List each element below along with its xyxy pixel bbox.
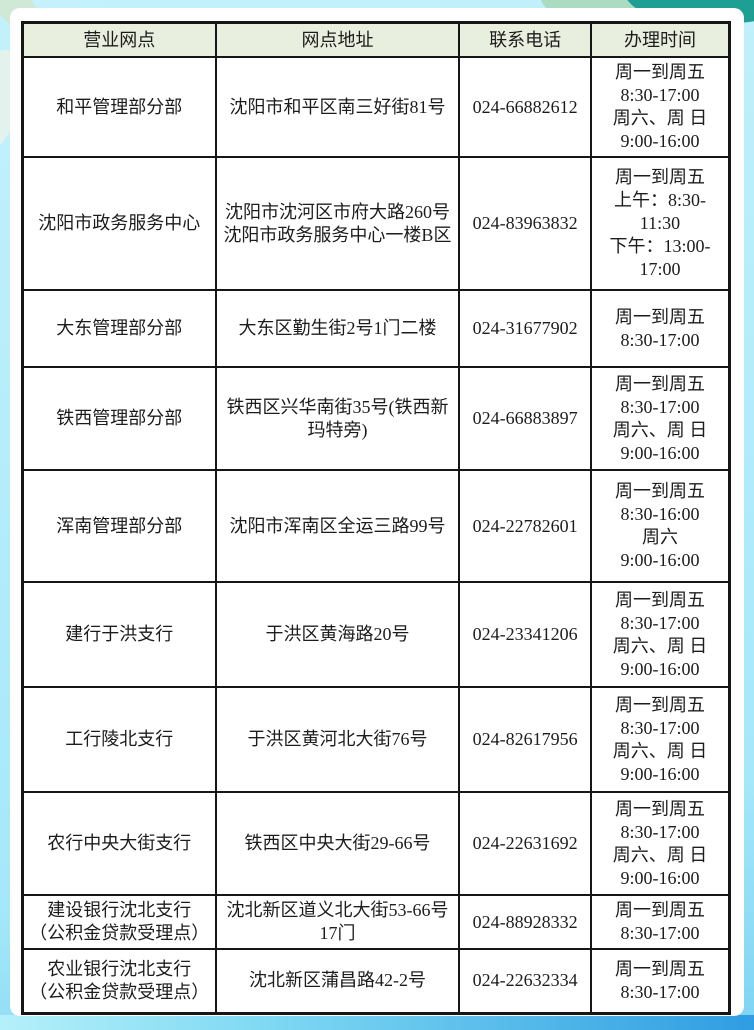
- col-header-hours: 办理时间: [589, 21, 731, 58]
- cell-branch-name: 农行中央大街支行: [21, 791, 217, 896]
- table-header-row: 营业网点 网点地址 联系电话 办理时间: [21, 21, 731, 58]
- table-row: 农行中央大街支行 铁西区中央大街29-66号 024-22631692 周一到周…: [21, 791, 731, 896]
- table-row: 农业银行沈北支行 （公积金贷款受理点） 沈北新区蒲昌路42-2号 024-226…: [21, 948, 731, 1014]
- cell-address: 沈北新区蒲昌路42-2号: [214, 948, 461, 1014]
- table-body: 和平管理部分部 沈阳市和平区南三好街81号 024-66882612 周一到周五…: [21, 56, 731, 1014]
- table-row: 建设银行沈北支行 （公积金贷款受理点） 沈北新区道义北大街53-66号17门 0…: [21, 894, 731, 950]
- cell-hours: 周一到周五 8:30-17:00: [589, 289, 731, 368]
- cell-hours: 周一到周五 8:30-17:00: [589, 894, 731, 950]
- cell-address: 沈阳市沈河区市府大路260号沈阳市政务服务中心一楼B区: [214, 156, 461, 291]
- cell-branch-name: 和平管理部分部: [21, 56, 217, 158]
- col-header-address: 网点地址: [214, 21, 461, 58]
- cell-phone: 024-83963832: [458, 156, 592, 291]
- cell-hours: 周一到周五 8:30-17:00 周六、周 日 9:00-16:00: [589, 56, 731, 158]
- cell-phone: 024-88928332: [458, 894, 592, 950]
- cell-address: 于洪区黄河北大街76号: [214, 686, 461, 793]
- cell-address: 铁西区中央大街29-66号: [214, 791, 461, 896]
- cell-phone: 024-82617956: [458, 686, 592, 793]
- table-row: 铁西管理部分部 铁西区兴华南街35号(铁西新玛特旁) 024-66883897 …: [21, 366, 731, 471]
- table-row: 工行陵北支行 于洪区黄河北大街76号 024-82617956 周一到周五 8:…: [21, 686, 731, 793]
- cell-phone: 024-22632334: [458, 948, 592, 1014]
- cell-branch-name: 建行于洪支行: [21, 581, 217, 688]
- cell-branch-name: 建设银行沈北支行 （公积金贷款受理点）: [21, 894, 217, 950]
- cell-phone: 024-31677902: [458, 289, 592, 368]
- cell-address: 沈阳市和平区南三好街81号: [214, 56, 461, 158]
- cell-hours: 周一到周五 8:30-17:00: [589, 948, 731, 1014]
- table-row: 和平管理部分部 沈阳市和平区南三好街81号 024-66882612 周一到周五…: [21, 56, 731, 158]
- cell-branch-name: 铁西管理部分部: [21, 366, 217, 471]
- cell-hours: 周一到周五 8:30-17:00 周六、周 日 9:00-16:00: [589, 686, 731, 793]
- cell-address: 沈阳市浑南区全运三路99号: [214, 469, 461, 583]
- cell-phone: 024-22631692: [458, 791, 592, 896]
- cell-address: 大东区勤生街2号1门二楼: [214, 289, 461, 368]
- table-row: 建行于洪支行 于洪区黄海路20号 024-23341206 周一到周五 8:30…: [21, 581, 731, 688]
- cell-hours: 周一到周五 8:30-17:00 周六、周 日 9:00-16:00: [589, 581, 731, 688]
- bottom-gradient-bar: [0, 1015, 754, 1030]
- cell-branch-name: 大东管理部分部: [21, 289, 217, 368]
- col-header-branch: 营业网点: [21, 21, 217, 58]
- cell-phone: 024-23341206: [458, 581, 592, 688]
- cell-address: 沈北新区道义北大街53-66号17门: [214, 894, 461, 950]
- cell-phone: 024-22782601: [458, 469, 592, 583]
- cell-branch-name: 工行陵北支行: [21, 686, 217, 793]
- table-row: 浑南管理部分部 沈阳市浑南区全运三路99号 024-22782601 周一到周五…: [21, 469, 731, 583]
- cell-address: 铁西区兴华南街35号(铁西新玛特旁): [214, 366, 461, 471]
- cell-branch-name: 农业银行沈北支行 （公积金贷款受理点）: [21, 948, 217, 1014]
- col-header-phone: 联系电话: [458, 21, 592, 58]
- cell-hours: 周一到周五 8:30-16:00 周六 9:00-16:00: [589, 469, 731, 583]
- cell-phone: 024-66883897: [458, 366, 592, 471]
- cell-hours: 周一到周五 8:30-17:00 周六、周 日 9:00-16:00: [589, 791, 731, 896]
- cell-branch-name: 浑南管理部分部: [21, 469, 217, 583]
- table-row: 大东管理部分部 大东区勤生街2号1门二楼 024-31677902 周一到周五 …: [21, 289, 731, 368]
- branch-locations-table: 营业网点 网点地址 联系电话 办理时间 和平管理部分部 沈阳市和平区南三好街81…: [21, 21, 731, 1015]
- cell-phone: 024-66882612: [458, 56, 592, 158]
- cell-hours: 周一到周五 上午：8:30- 11:30 下午：13:00- 17:00: [589, 156, 731, 291]
- table-row: 沈阳市政务服务中心 沈阳市沈河区市府大路260号沈阳市政务服务中心一楼B区 02…: [21, 156, 731, 291]
- cell-branch-name: 沈阳市政务服务中心: [21, 156, 217, 291]
- cell-address: 于洪区黄海路20号: [214, 581, 461, 688]
- cell-hours: 周一到周五 8:30-17:00 周六、周 日 9:00-16:00: [589, 366, 731, 471]
